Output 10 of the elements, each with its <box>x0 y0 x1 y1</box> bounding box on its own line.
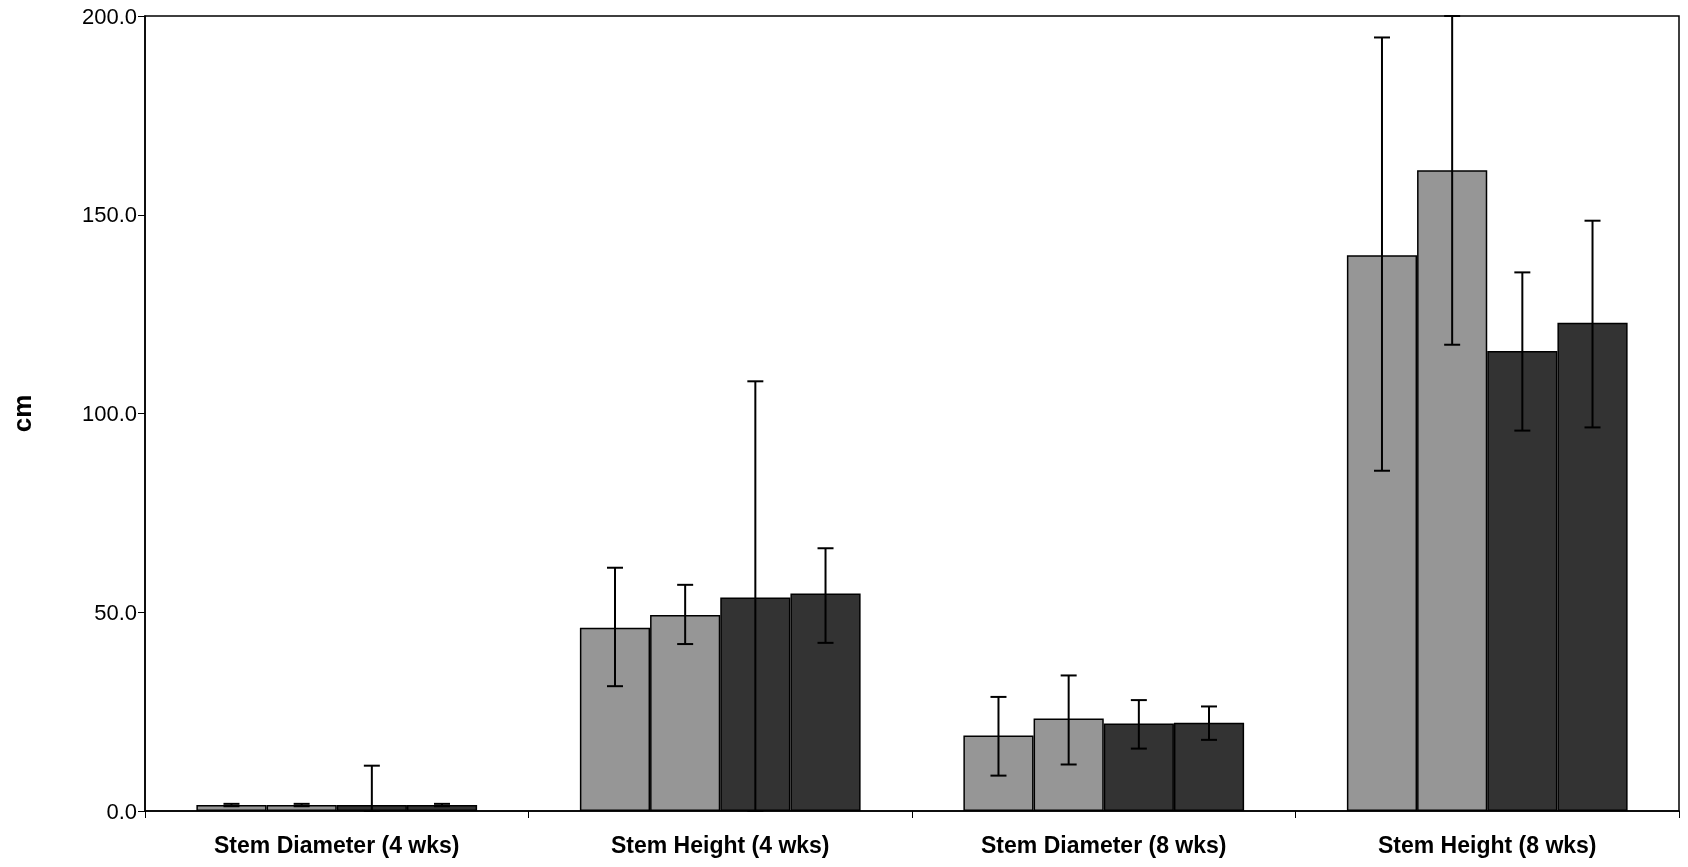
y-tick-label: 200.0 <box>81 3 137 29</box>
y-tick-label: 100.0 <box>81 401 137 426</box>
x-tick-label: Stem Height (8 wks) <box>1377 831 1597 858</box>
x-tick-label: Stem Diameter (4 wks) <box>214 831 460 858</box>
x-tick-label: Stem Height (4 wks) <box>610 831 830 858</box>
x-tick-label: Stem Diameter (8 wks) <box>981 831 1227 858</box>
y-tick-label: 150.0 <box>81 202 137 228</box>
y-tick-label: 50.0 <box>94 599 137 625</box>
y-tick-label: 0.0 <box>106 798 137 824</box>
y-axis-title: cm <box>7 394 37 433</box>
